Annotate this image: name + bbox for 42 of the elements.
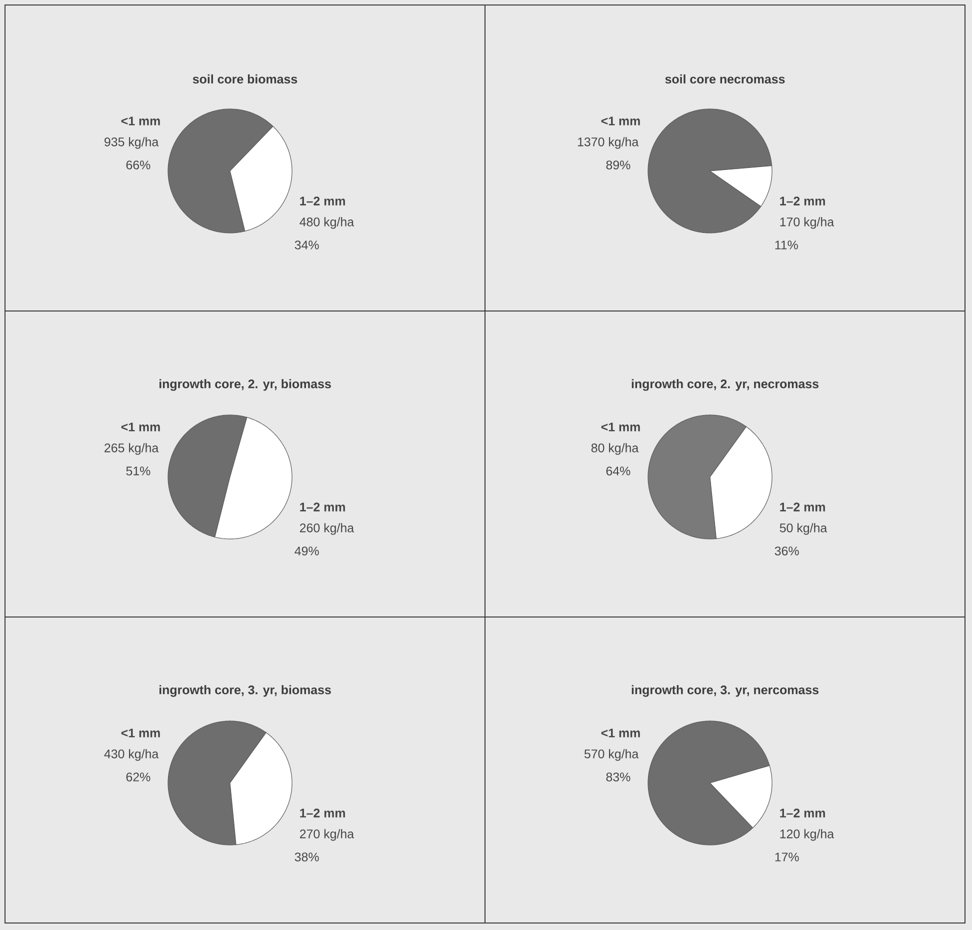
slice-label: 1–2 mm (780, 196, 825, 206)
text: 64% (606, 466, 630, 476)
slice-label: 1–2 mm (300, 196, 345, 206)
chart-title: ingrowth core, 2. yr, biomass (159, 379, 331, 391)
chart-title: ingrowth core, 3. yr, biomass (159, 685, 331, 697)
data-label: 935 kg/ha (104, 137, 159, 149)
slice-label: <1 mm (121, 422, 160, 432)
slice-label: <1 mm (601, 116, 640, 126)
chart-title: ingrowth core, 2. yr, necromass (632, 379, 818, 391)
data-label: 1370 kg/ha (578, 137, 639, 149)
chart-title: soil core necromass (665, 74, 785, 84)
data-label: 260 kg/ha (300, 523, 354, 535)
data-label: 50 kg/ha (780, 523, 828, 535)
data-label: 170 kg/ha (780, 217, 834, 229)
chart-title: soil core biomass (192, 74, 298, 84)
text: 11% (775, 240, 798, 250)
slice-label: 1–2 mm (780, 502, 825, 512)
slice-label: 1–2 mm (300, 502, 345, 512)
text: 38% (294, 852, 319, 862)
text: 51% (126, 466, 150, 476)
slice-label: <1 mm (121, 116, 160, 126)
slice-label: <1 mm (601, 728, 640, 738)
text: 36% (774, 546, 799, 556)
data-label: 270 kg/ha (300, 829, 354, 841)
data-label: 265 kg/ha (104, 443, 159, 455)
text: 83% (606, 772, 630, 782)
data-label: 570 kg/ha (584, 749, 639, 761)
text: 62% (126, 772, 150, 782)
slice-label: <1 mm (601, 422, 640, 432)
data-label: 80 kg/ha (591, 443, 639, 455)
text: 66% (126, 160, 150, 170)
slice-label: 1–2 mm (300, 808, 345, 818)
text: 49% (294, 546, 319, 556)
text: 17% (775, 852, 799, 862)
data-label: 480 kg/ha (300, 217, 354, 229)
data-label: 430 kg/ha (104, 749, 159, 761)
data-label: 120 kg/ha (780, 829, 834, 841)
slice-label: <1 mm (121, 728, 160, 738)
slice-label: 1–2 mm (780, 808, 825, 818)
text: 34% (294, 240, 319, 250)
text: 89% (606, 160, 630, 170)
chart-title: ingrowth core, 3. yr, nercomass (632, 685, 818, 697)
